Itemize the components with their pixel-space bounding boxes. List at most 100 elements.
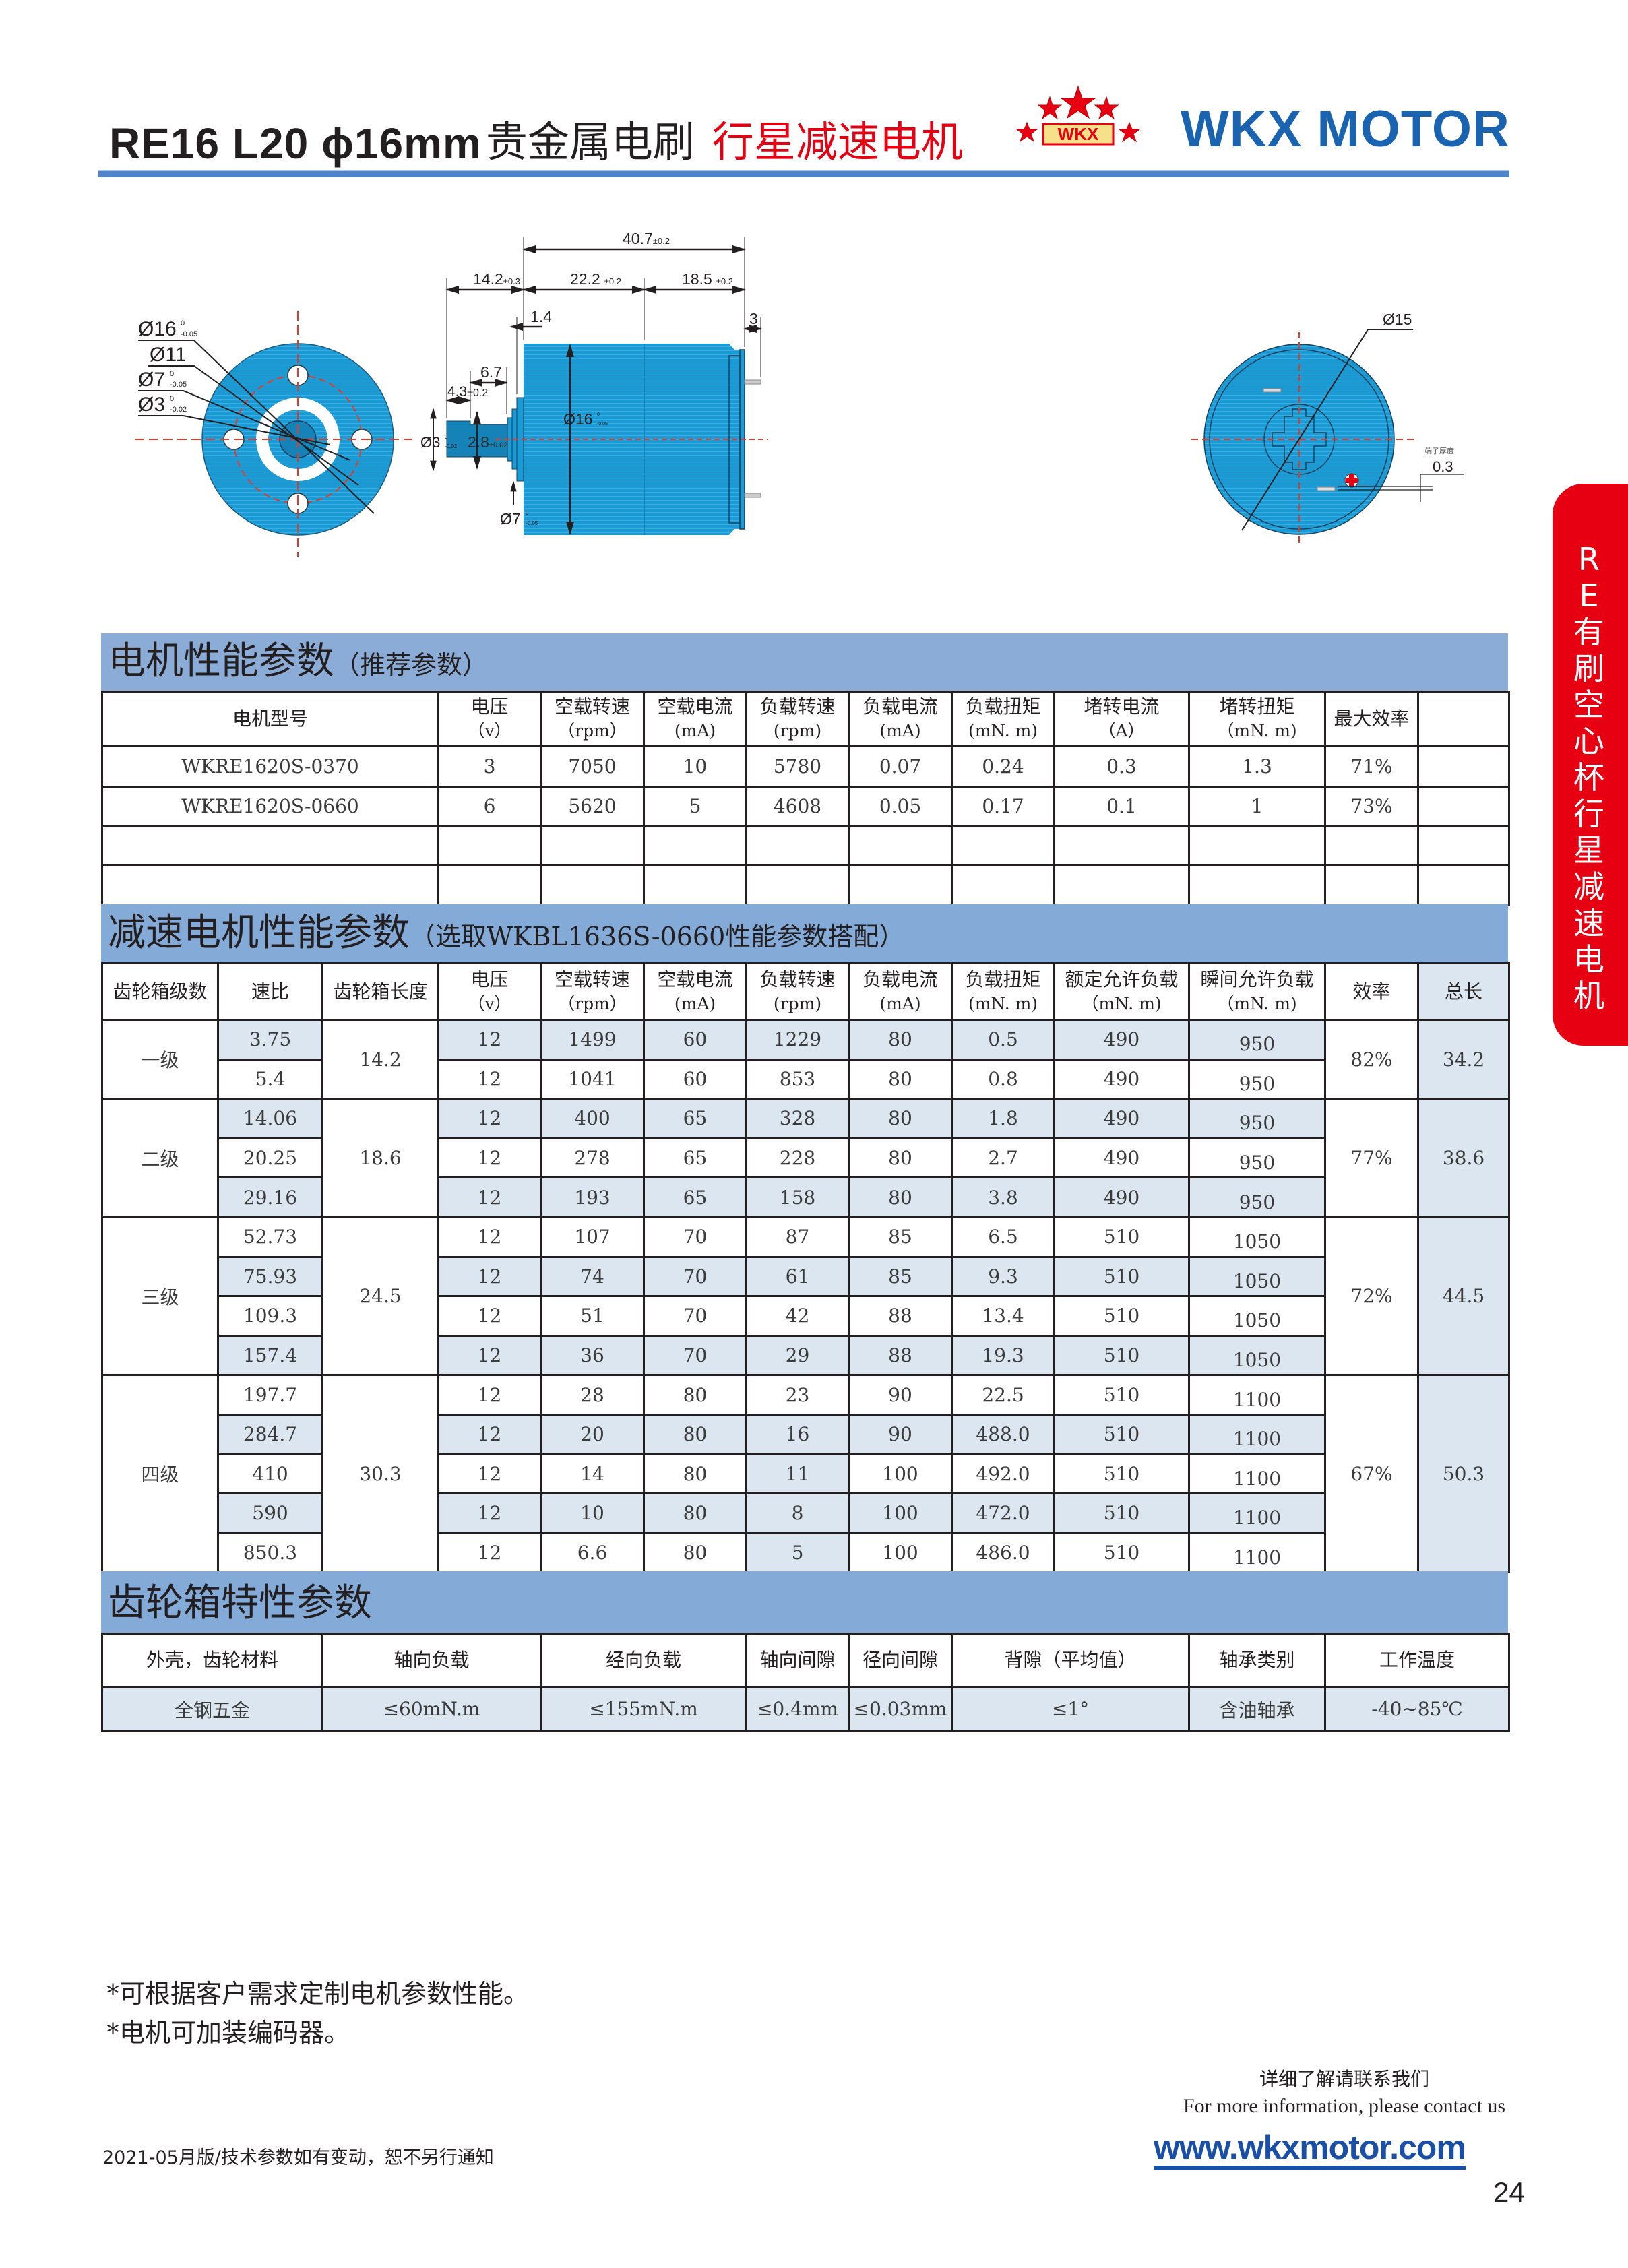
terminal-thickness-value: 0.3: [1433, 458, 1453, 475]
table-row: 四级 197.7 30.3 12 28 80 23 90 22.5 510 1100 67% 50.3: [101, 1374, 1510, 1574]
table-cell: 80: [643, 1492, 747, 1534]
table-cell: ≤155mN.m: [540, 1686, 747, 1732]
notes: *可根据客户需求定制电机参数性能。 *电机可加装编码器。: [106, 1974, 529, 2052]
table-cell: 42: [745, 1295, 850, 1337]
table-row: 全钢五金 ≤60mN.m ≤155mN.m ≤0.4mm ≤0.03mm ≤1° 含油轴承 -…: [101, 1686, 1510, 1732]
motor-performance-table: 电机型号 电压 （v） 空载转速 （rpm） 空载电流 (mA) 负载转速 (rpm) 负载电流 (…: [101, 691, 1510, 906]
title-product-type: 行星减速电机: [712, 117, 963, 166]
column-label: 最大效率: [1334, 707, 1410, 730]
table-cell: 9.3: [951, 1255, 1055, 1298]
table-cell: 12: [437, 1216, 542, 1258]
column-header: 负载电流 (mA): [848, 691, 953, 747]
dim-value: 18.5: [682, 270, 712, 288]
empty-cell: [101, 864, 439, 906]
column-header: 径向间隙: [848, 1633, 953, 1688]
table-cell: 65: [643, 1098, 747, 1139]
empty-cell: [540, 864, 645, 906]
table-cell: 510: [1053, 1413, 1190, 1455]
table-cell: 278: [540, 1137, 645, 1179]
header-divider: [98, 170, 1509, 177]
gear-stage-cell: 二级: [101, 1098, 219, 1218]
gear-stage-cell: 一级: [101, 1018, 219, 1100]
page-title: RE16 L20 ϕ16mm 贵金属电刷 行星减速电机: [109, 101, 963, 168]
table-cell: 12: [437, 1492, 542, 1534]
dim-value: 40.7: [623, 230, 653, 247]
table-cell: 12: [437, 1532, 542, 1574]
table-row: 三级 52.73 24.5 12 107 70 87 85 6.5 510 1050 72% 44.5: [101, 1216, 1510, 1377]
table-cell: 80: [643, 1532, 747, 1574]
table-cell: 65: [643, 1137, 747, 1179]
table-cell: 950: [1188, 1137, 1326, 1179]
empty-cell: [1324, 864, 1419, 906]
column-unit: （v）: [468, 993, 511, 1013]
section-subtitle: （选取WKBL1636S-0660性能参数搭配）: [410, 922, 905, 951]
table-cell: 510: [1053, 1216, 1190, 1258]
table-cell: [1417, 786, 1510, 827]
table-cell: 1100: [1188, 1453, 1326, 1495]
table-cell: 0.1: [1053, 786, 1190, 827]
column-unit: （v）: [468, 721, 511, 741]
title-brush-type: 贵金属电刷: [485, 117, 695, 166]
table-cell: 13.4: [951, 1295, 1055, 1337]
total-length-cell: 44.5: [1417, 1216, 1510, 1377]
table-cell: 6.6: [540, 1532, 645, 1574]
table-cell: 5780: [745, 745, 850, 788]
table-cell: 486.0: [951, 1532, 1055, 1574]
table-cell: 36: [540, 1334, 645, 1377]
empty-cell: [951, 825, 1055, 866]
column-header: 瞬间允许负载 （mN. m): [1188, 962, 1326, 1021]
table-cell: 4608: [745, 786, 850, 827]
table-cell: 90: [848, 1374, 953, 1416]
table-cell: -40~85℃: [1324, 1686, 1510, 1732]
empty-cell: [951, 864, 1055, 906]
table-cell: 472.0: [951, 1492, 1055, 1534]
table-cell: 85: [848, 1216, 953, 1258]
tolerance-text: ±0.2: [467, 387, 488, 399]
column-unit: (mA): [674, 721, 716, 741]
contact-cn: 详细了解请联系我们: [1259, 2068, 1429, 2090]
table-cell: 80: [848, 1137, 953, 1179]
table-cell: 228: [745, 1137, 850, 1179]
column-header: 背隙（平均值）: [951, 1633, 1190, 1688]
table-cell: 12: [437, 1255, 542, 1298]
empty-cell: [1324, 825, 1419, 866]
contact-block: 详细了解请联系我们 For more information, please c…: [1146, 2066, 1543, 2120]
section-subtitle: （推荐参数）: [334, 650, 489, 680]
table-cell: 1.8: [951, 1098, 1055, 1139]
table-cell: 157.4: [217, 1334, 323, 1377]
column-header: 最大效率: [1324, 691, 1419, 747]
table-cell: 0.17: [951, 786, 1055, 827]
table-cell: 510: [1053, 1453, 1190, 1495]
front-view: Ø16 0 -0.05 Ø11 Ø7 0 -0.05 Ø3 0 -0.02: [135, 311, 412, 557]
table-cell: 193: [540, 1176, 645, 1218]
side-tab-label: RE有刷空心杯行星减速电机: [1573, 541, 1604, 1014]
table-cell: 80: [643, 1413, 747, 1455]
website-link[interactable]: www.wkxmotor.com: [1154, 2129, 1466, 2170]
table-cell: 12: [437, 1137, 542, 1179]
column-unit: (mA): [879, 721, 921, 741]
dim-value: 4.3: [447, 384, 467, 400]
table-cell: 5.4: [217, 1058, 323, 1100]
table-cell: 950: [1188, 1019, 1326, 1061]
table-cell: 1050: [1188, 1295, 1326, 1337]
table-cell: 22.5: [951, 1374, 1055, 1416]
table-row: 75.93 12 74 70 61 85 9.3 510 1050: [102, 1255, 1509, 1298]
column-header: 额定允许负载 （mN. m): [1053, 962, 1190, 1021]
column-header: 负载转速 (rpm): [745, 691, 850, 747]
column-header: 负载转速 (rpm): [745, 962, 850, 1021]
efficiency-cell: 67%: [1324, 1374, 1419, 1574]
table-row: 20.25 12 278 65 228 80 2.7 490 950: [102, 1137, 1509, 1179]
table-row: 590 12 10 80 8 100 472.0 510 1100: [102, 1492, 1509, 1534]
table-cell: [1417, 745, 1510, 788]
table-cell: 51: [540, 1295, 645, 1337]
table-cell: 12: [437, 1334, 542, 1377]
table-cell: 73%: [1324, 786, 1419, 827]
table-cell: 850.3: [217, 1532, 323, 1574]
logo-badge-text: WKX: [1058, 124, 1099, 144]
empty-cell: [643, 864, 747, 906]
empty-cell: [1053, 825, 1190, 866]
table-cell: 1229: [745, 1019, 850, 1061]
table-cell: 1: [1188, 786, 1326, 827]
table-cell: WKRE1620S-0370: [101, 745, 439, 788]
table-cell: 14: [540, 1453, 645, 1495]
